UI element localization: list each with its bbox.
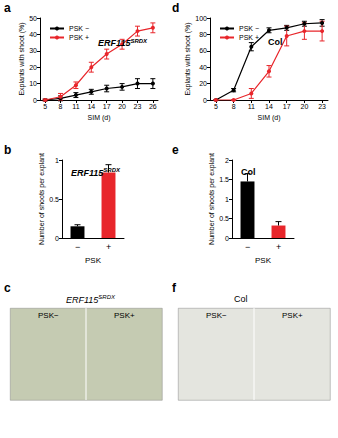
svg-text:30: 30	[29, 47, 37, 54]
svg-text:50: 50	[29, 15, 37, 22]
svg-text:Col: Col	[268, 37, 283, 47]
svg-text:23: 23	[134, 103, 142, 110]
svg-text:0: 0	[225, 235, 229, 242]
svg-text:26: 26	[149, 103, 157, 110]
svg-text:0: 0	[33, 97, 37, 104]
svg-text:40: 40	[199, 64, 207, 71]
svg-text:8: 8	[232, 103, 236, 110]
svg-text:PSK−: PSK−	[38, 311, 59, 320]
svg-text:a: a	[4, 1, 11, 15]
svg-text:23: 23	[318, 103, 326, 110]
svg-text:8: 8	[59, 103, 63, 110]
svg-text:10: 10	[29, 80, 37, 87]
svg-text:Explants with shoot (%): Explants with shoot (%)	[18, 22, 26, 95]
svg-text:80: 80	[199, 31, 207, 38]
svg-text:ERF115: ERF115	[98, 38, 131, 48]
svg-text:c: c	[4, 281, 11, 295]
svg-text:17: 17	[283, 103, 291, 110]
svg-text:PSK: PSK	[85, 256, 102, 265]
svg-text:ERF115: ERF115	[71, 168, 104, 178]
svg-text:SRDX: SRDX	[98, 294, 116, 300]
svg-text:Number of shoots per explant: Number of shoots per explant	[38, 153, 46, 245]
svg-text:d: d	[172, 1, 179, 15]
svg-text:1: 1	[55, 157, 59, 164]
svg-text:ERF115: ERF115	[66, 295, 99, 305]
svg-text:Col: Col	[241, 167, 256, 177]
svg-text:0.5: 0.5	[219, 215, 229, 222]
svg-text:+: +	[106, 242, 111, 252]
svg-text:PSK+: PSK+	[114, 311, 135, 320]
svg-text:b: b	[4, 143, 11, 157]
svg-text:2: 2	[225, 157, 229, 164]
svg-text:1: 1	[225, 196, 229, 203]
svg-text:−: −	[245, 242, 250, 252]
svg-text:0.5: 0.5	[49, 196, 59, 203]
svg-text:−: −	[75, 242, 80, 252]
svg-text:SRDX: SRDX	[130, 38, 148, 44]
svg-text:f: f	[172, 281, 177, 295]
svg-text:PSK: PSK	[255, 256, 272, 265]
svg-text:SIM (d): SIM (d)	[88, 114, 111, 122]
svg-text:60: 60	[199, 47, 207, 54]
svg-text:1.5: 1.5	[219, 176, 229, 183]
svg-text:+: +	[276, 242, 281, 252]
svg-text:40: 40	[29, 31, 37, 38]
svg-text:Number of shoots per explant: Number of shoots per explant	[208, 153, 216, 245]
svg-text:0: 0	[203, 97, 207, 104]
svg-text:100: 100	[195, 15, 207, 22]
svg-text:PSK +: PSK +	[239, 34, 259, 41]
svg-text:PSK +: PSK +	[69, 34, 89, 41]
svg-text:17: 17	[103, 103, 111, 110]
svg-text:SRDX: SRDX	[103, 167, 121, 173]
svg-text:14: 14	[265, 103, 273, 110]
svg-text:11: 11	[248, 103, 255, 110]
svg-text:PSK −: PSK −	[69, 25, 89, 32]
svg-text:11: 11	[72, 103, 79, 110]
svg-text:20: 20	[301, 103, 309, 110]
svg-text:14: 14	[87, 103, 95, 110]
svg-text:Col: Col	[234, 294, 248, 304]
svg-text:PSK+: PSK+	[282, 311, 303, 320]
svg-text:SIM (d): SIM (d)	[258, 114, 281, 122]
svg-text:PSK−: PSK−	[206, 311, 227, 320]
svg-text:20: 20	[199, 80, 207, 87]
svg-text:0: 0	[55, 235, 59, 242]
svg-text:20: 20	[118, 103, 126, 110]
svg-text:5: 5	[214, 103, 218, 110]
svg-text:Explants with shoot (%): Explants with shoot (%)	[184, 22, 192, 95]
svg-text:PSK −: PSK −	[239, 25, 259, 32]
svg-text:5: 5	[43, 103, 47, 110]
svg-text:e: e	[172, 143, 179, 157]
svg-text:20: 20	[29, 64, 37, 71]
